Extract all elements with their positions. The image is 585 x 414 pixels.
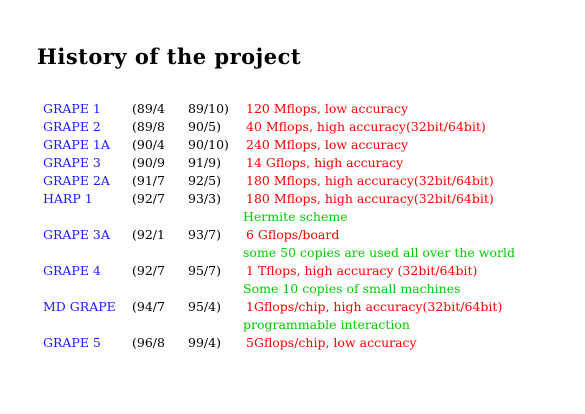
performance-description: 120 Mflops, low accuracy — [246, 101, 409, 116]
performance-description: 1 Tflops, high accuracy (32bit/64bit) — [246, 263, 478, 278]
note-text: some 50 copies are used all over the wor… — [243, 245, 515, 260]
history-note-hermite: Hermite scheme — [0, 208, 585, 226]
start-date: (92/1 — [132, 227, 165, 242]
end-date: 90/10) — [188, 137, 229, 152]
history-row-grape-4: GRAPE 4 (92/7 95/7) 1 Tflops, high accur… — [0, 262, 585, 280]
history-row-grape-1a: GRAPE 1A (90/4 90/10) 240 Mflops, low ac… — [0, 136, 585, 154]
page-title: History of the project — [37, 44, 302, 69]
end-date: 92/5) — [188, 173, 221, 188]
history-note-copies: some 50 copies are used all over the wor… — [0, 244, 585, 262]
note-text: programmable interaction — [243, 317, 410, 332]
start-date: (92/7 — [132, 191, 165, 206]
start-date: (90/9 — [132, 155, 165, 170]
machine-name: GRAPE 3A — [43, 227, 110, 242]
start-date: (89/8 — [132, 119, 165, 134]
machine-name: HARP 1 — [43, 191, 93, 206]
performance-description: 180 Mflops, high accuracy(32bit/64bit) — [246, 191, 494, 206]
end-date: 91/9) — [188, 155, 221, 170]
machine-name: GRAPE 1A — [43, 137, 110, 152]
performance-description: 1Gflops/chip, high accuracy(32bit/64bit) — [246, 299, 503, 314]
machine-name: GRAPE 2 — [43, 119, 101, 134]
performance-description: 40 Mflops, high accuracy(32bit/64bit) — [246, 119, 486, 134]
start-date: (91/7 — [132, 173, 165, 188]
end-date: 93/3) — [188, 191, 221, 206]
end-date: 93/7) — [188, 227, 221, 242]
machine-name: GRAPE 5 — [43, 335, 101, 350]
project-history-list: GRAPE 1 (89/4 89/10) 120 Mflops, low acc… — [0, 100, 585, 352]
end-date: 99/4) — [188, 335, 221, 350]
machine-name: GRAPE 4 — [43, 263, 101, 278]
history-row-grape-1: GRAPE 1 (89/4 89/10) 120 Mflops, low acc… — [0, 100, 585, 118]
history-note-small-machines: Some 10 copies of small machines — [0, 280, 585, 298]
end-date: 90/5) — [188, 119, 221, 134]
history-row-harp-1: HARP 1 (92/7 93/3) 180 Mflops, high accu… — [0, 190, 585, 208]
start-date: (92/7 — [132, 263, 165, 278]
performance-description: 180 Mflops, high accuracy(32bit/64bit) — [246, 173, 494, 188]
start-date: (89/4 — [132, 101, 165, 116]
history-row-grape-2: GRAPE 2 (89/8 90/5) 40 Mflops, high accu… — [0, 118, 585, 136]
performance-description: 6 Gflops/board — [246, 227, 340, 242]
machine-name: GRAPE 1 — [43, 101, 101, 116]
performance-description: 240 Mflops, low accuracy — [246, 137, 409, 152]
performance-description: 14 Gflops, high accuracy — [246, 155, 404, 170]
start-date: (90/4 — [132, 137, 165, 152]
machine-name: GRAPE 3 — [43, 155, 101, 170]
start-date: (96/8 — [132, 335, 165, 350]
history-row-grape-3a: GRAPE 3A (92/1 93/7) 6 Gflops/board — [0, 226, 585, 244]
note-text: Some 10 copies of small machines — [243, 281, 461, 296]
machine-name: GRAPE 2A — [43, 173, 110, 188]
start-date: (94/7 — [132, 299, 165, 314]
history-row-grape-2a: GRAPE 2A (91/7 92/5) 180 Mflops, high ac… — [0, 172, 585, 190]
history-note-programmable: programmable interaction — [0, 316, 585, 334]
performance-description: 5Gflops/chip, low accuracy — [246, 335, 417, 350]
end-date: 89/10) — [188, 101, 229, 116]
machine-name: MD GRAPE — [43, 299, 116, 314]
end-date: 95/7) — [188, 263, 221, 278]
history-row-grape-5: GRAPE 5 (96/8 99/4) 5Gflops/chip, low ac… — [0, 334, 585, 352]
history-row-grape-3: GRAPE 3 (90/9 91/9) 14 Gflops, high accu… — [0, 154, 585, 172]
history-row-md-grape: MD GRAPE (94/7 95/4) 1Gflops/chip, high … — [0, 298, 585, 316]
note-text: Hermite scheme — [243, 209, 348, 224]
end-date: 95/4) — [188, 299, 221, 314]
